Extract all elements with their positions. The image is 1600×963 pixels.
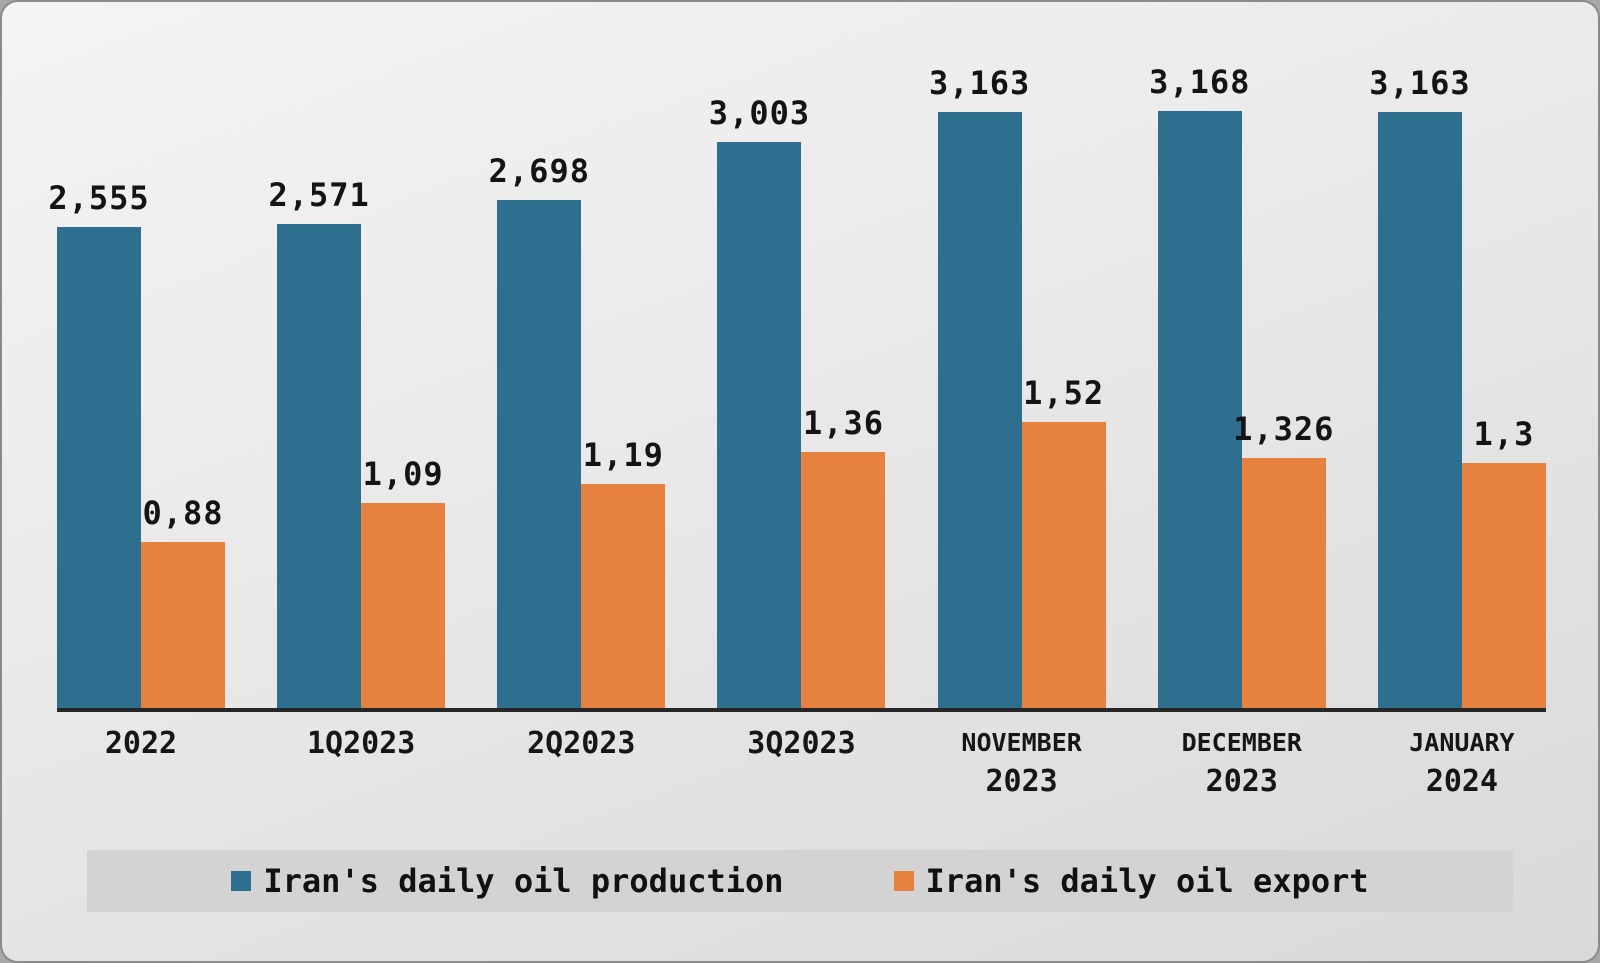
x-axis-label-line: 2022: [104, 726, 178, 761]
x-axis-label: DECEMBER 2023: [1158, 724, 1326, 802]
x-axis-label: 2Q2023: [497, 724, 665, 802]
export-bar: 1,326: [1233, 410, 1333, 708]
export-value-label: 1,326: [1233, 410, 1335, 449]
production-bar: 3,163: [929, 64, 1029, 708]
x-axis-label: 1Q2023: [277, 724, 445, 802]
bar-group: 3,168 1,326: [1149, 30, 1333, 708]
x-axis-label: 3Q2023: [717, 724, 885, 802]
x-axis-label-line: JANUARY: [1409, 728, 1515, 757]
x-axis-label-line: 2023: [985, 764, 1058, 799]
production-bar: 3,168: [1149, 63, 1249, 708]
production-value-label: 2,698: [488, 151, 590, 190]
x-axis-label: JANUARY 2024: [1378, 724, 1546, 802]
bar-group: 2,555 0,88: [48, 30, 225, 708]
bar-group: 3,003 1,36: [709, 30, 886, 708]
production-bar: 3,003: [709, 94, 809, 708]
production-bar: 3,163: [1369, 64, 1470, 708]
legend-label-production: Iran's daily oil production: [263, 862, 784, 900]
export-bar: 1,09: [361, 455, 446, 708]
production-bar: 2,698: [489, 152, 589, 708]
legend: Iran's daily oil production Iran's daily …: [87, 850, 1513, 912]
x-axis-label-line: 2023: [1205, 764, 1278, 799]
legend-marker-production-icon: [231, 871, 252, 891]
bar-group: 2,698 1,19: [489, 30, 666, 708]
export-bar: 1,3: [1461, 415, 1546, 708]
production-value-label: 2,555: [48, 178, 150, 217]
x-axis-label-line: 1Q2023: [306, 726, 416, 761]
bar-group: 2,571 1,09: [268, 30, 446, 708]
export-value-label: 1,09: [362, 454, 444, 493]
plot-area: 2,555 0,88 2,571 1,09 2,698 1,19 3,003 1,36 3,16…: [48, 30, 1546, 712]
export-value-label: 1,3: [1473, 415, 1535, 454]
production-value-label: 3,003: [708, 94, 811, 133]
production-value-label: 3,163: [1369, 64, 1471, 103]
production-bar: 2,571: [268, 176, 369, 708]
export-bar: 0,88: [141, 494, 225, 708]
export-value-label: 0,88: [142, 494, 224, 533]
legend-item-export: Iran's daily oil export: [893, 862, 1369, 900]
legend-label-export: Iran's daily oil export: [925, 862, 1369, 900]
x-axis-label-line: 3Q2023: [747, 726, 856, 761]
legend-marker-export-icon: [893, 871, 914, 891]
production-value-label: 3,163: [928, 64, 1031, 103]
bar-group: 3,163 1,3: [1369, 30, 1546, 708]
legend-item-production: Iran's daily oil production: [231, 862, 784, 900]
export-value-label: 1,36: [802, 403, 884, 442]
x-axis-labels: 2022 1Q2023 2Q2023 3Q2023 NOVEMBER 2023 DECEMB…: [57, 724, 1546, 802]
export-bar: 1,52: [1021, 374, 1106, 708]
export-bar: 1,36: [801, 404, 886, 708]
production-value-label: 2,571: [268, 175, 370, 214]
production-value-label: 3,168: [1149, 63, 1251, 102]
bar-group: 3,163 1,52: [929, 30, 1106, 708]
export-bar: 1,19: [581, 436, 666, 708]
x-axis-label: NOVEMBER 2023: [938, 724, 1106, 802]
x-axis-label-line: 2Q2023: [527, 726, 636, 761]
export-value-label: 1,52: [1023, 373, 1105, 412]
export-value-label: 1,19: [582, 435, 664, 474]
x-axis-label-line: NOVEMBER: [961, 728, 1082, 757]
x-axis-label-line: DECEMBER: [1181, 728, 1302, 757]
x-axis-label: 2022: [57, 724, 225, 802]
x-axis-label-line: 2024: [1425, 764, 1499, 799]
production-bar: 2,555: [48, 179, 149, 708]
